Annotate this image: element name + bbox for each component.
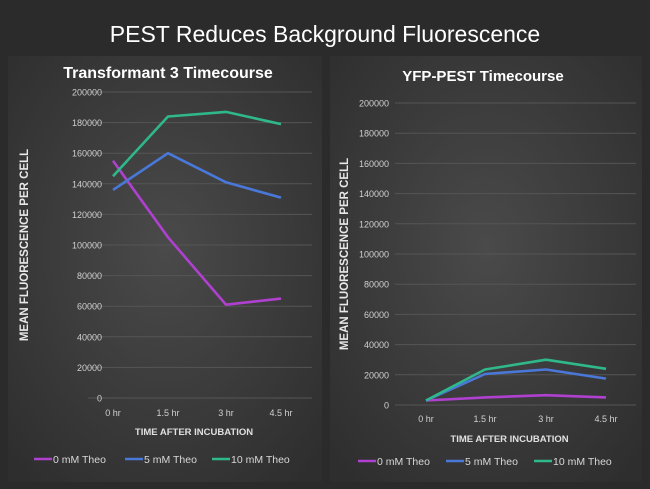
legend-label: 10 mM Theo [231, 454, 290, 466]
y-tick-label: 180000 [359, 129, 389, 139]
y-tick-label: 20000 [364, 370, 389, 380]
left-chart-panel [8, 56, 322, 482]
chart-title: Transformant 3 Timecourse [63, 65, 273, 82]
y-tick-label: 100000 [359, 250, 389, 260]
x-tick-label: 3 hr [218, 408, 234, 418]
y-tick-label: 60000 [364, 310, 389, 320]
y-tick-label: 80000 [364, 280, 389, 290]
x-tick-label: 0 hr [418, 414, 434, 424]
y-tick-label: 200000 [72, 88, 102, 98]
legend-label: 5 mM Theo [465, 456, 518, 468]
y-tick-label: 0 [384, 401, 389, 411]
y-tick-label: 140000 [72, 179, 102, 189]
series-line-10-mm-theo [112, 110, 282, 178]
y-tick-label: 160000 [72, 149, 102, 159]
chart-title: YFP-PEST Timecourse [402, 68, 563, 85]
y-tick-label: 120000 [72, 210, 102, 220]
x-tick-label: 4.5 hr [269, 408, 292, 418]
x-tick-label: 0 hr [105, 408, 121, 418]
right-chart-panel [330, 56, 642, 482]
y-tick-label: 120000 [359, 219, 389, 229]
series-line-5-mm-theo [425, 368, 607, 402]
chart-2: YFP-PEST Timecourse 0 20000 40000 60000 80000… [339, 68, 636, 468]
y-tick-label: 40000 [77, 332, 102, 342]
chart-1: Transformant 3 Timecourse 0 20000 40000 6000… [19, 65, 312, 466]
series-line-10-mm-theo [425, 358, 607, 402]
legend-label: 0 mM Theo [377, 456, 430, 468]
x-tick-label: 1.5 hr [156, 408, 179, 418]
y-tick-label: 40000 [364, 340, 389, 350]
y-tick-label: 140000 [359, 189, 389, 199]
figure-title: PEST Reduces Background Fluorescence [110, 21, 540, 47]
legend-label: 5 mM Theo [144, 454, 197, 466]
legend-label: 0 mM Theo [53, 454, 106, 466]
x-tick-label: 1.5 hr [473, 414, 496, 424]
y-axis-title: MEAN FLUORESCENCE PER CELL [19, 149, 31, 341]
x-axis-title: TIME AFTER INCUBATION [135, 427, 253, 438]
y-tick-label: 100000 [72, 241, 102, 251]
x-tick-label: 3 hr [538, 414, 554, 424]
series-line-5-mm-theo [112, 151, 282, 199]
legend-label: 10 mM Theo [553, 456, 612, 468]
y-tick-label: 60000 [77, 302, 102, 312]
y-tick-label: 200000 [359, 99, 389, 109]
y-tick-label: 20000 [77, 363, 102, 373]
y-axis-title: MEAN FLUORESCENCE PER CELL [339, 158, 351, 350]
x-tick-label: 4.5 hr [594, 414, 617, 424]
y-tick-label: 80000 [77, 271, 102, 281]
series-line-0-mm-theo [425, 393, 607, 402]
series-line-0-mm-theo [111, 160, 282, 307]
x-axis-title: TIME AFTER INCUBATION [450, 434, 568, 445]
y-tick-label: 0 [97, 394, 102, 404]
y-tick-label: 180000 [72, 118, 102, 128]
y-tick-label: 160000 [359, 159, 389, 169]
